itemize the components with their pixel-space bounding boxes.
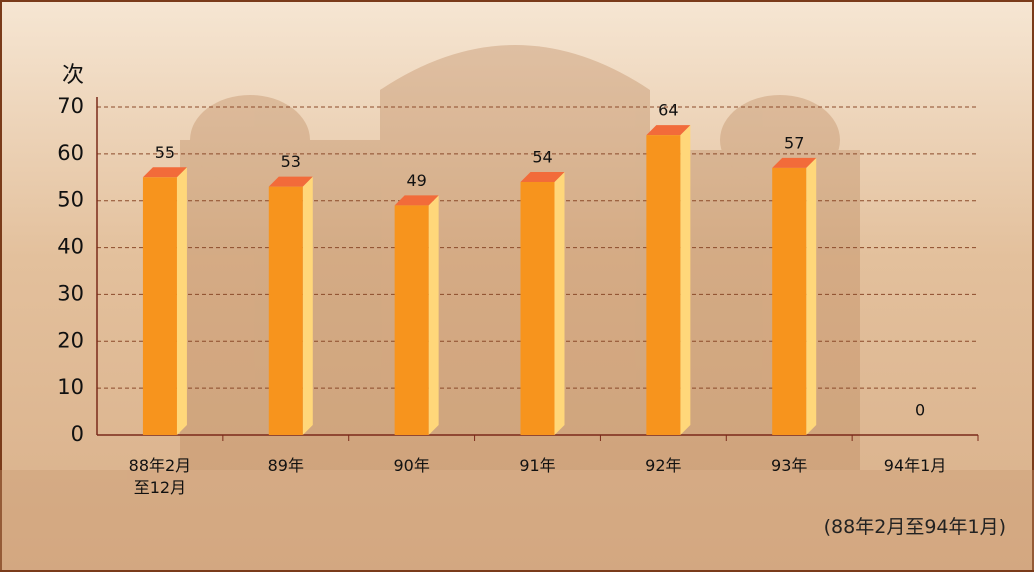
- bar: [646, 135, 681, 435]
- y-tick-label: 70: [57, 94, 84, 118]
- x-tick-label: 91年: [519, 456, 556, 475]
- y-tick-label: 40: [57, 235, 84, 259]
- bar: [268, 186, 303, 435]
- value-label: 57: [784, 133, 804, 152]
- value-label: 54: [532, 147, 552, 166]
- y-tick-label: 50: [57, 188, 84, 212]
- value-label: 55: [155, 143, 175, 162]
- x-tick-label: 89年: [267, 456, 304, 475]
- y-tick-label: 60: [57, 141, 84, 165]
- bar-top: [268, 176, 313, 187]
- y-tick-label: 20: [57, 328, 84, 352]
- x-tick-label: 93年: [771, 456, 808, 475]
- value-label: 64: [658, 101, 678, 120]
- bar-top: [772, 157, 817, 168]
- x-tick-label: 94年1月: [883, 456, 947, 475]
- y-tick-label: 30: [57, 281, 84, 305]
- x-tick-label: 90年: [393, 456, 430, 475]
- bar-side: [806, 157, 817, 435]
- bar-side: [176, 167, 187, 436]
- bar: [142, 177, 177, 436]
- bar: [394, 205, 429, 435]
- bar: [772, 167, 807, 435]
- bar-side: [680, 125, 691, 435]
- x-tick-label: 88年2月 至12月: [128, 456, 192, 497]
- y-tick-label: 0: [71, 422, 84, 446]
- value-label: 0: [915, 401, 925, 420]
- value-label: 49: [406, 171, 426, 190]
- y-tick-label: 10: [57, 375, 84, 399]
- bar-side: [554, 171, 565, 435]
- bar-top: [142, 167, 187, 178]
- y-axis-label: 次: [62, 63, 84, 88]
- bar-side: [428, 195, 439, 435]
- bar: [520, 181, 555, 435]
- value-label: 53: [281, 152, 301, 171]
- building: [0, 45, 1034, 570]
- x-tick-label: 92年: [645, 456, 682, 475]
- note: (88年2月至94年1月): [823, 516, 1006, 538]
- bar-top: [646, 125, 691, 136]
- bar-side: [302, 176, 313, 435]
- bar-top: [394, 195, 439, 206]
- bar-top: [520, 171, 565, 182]
